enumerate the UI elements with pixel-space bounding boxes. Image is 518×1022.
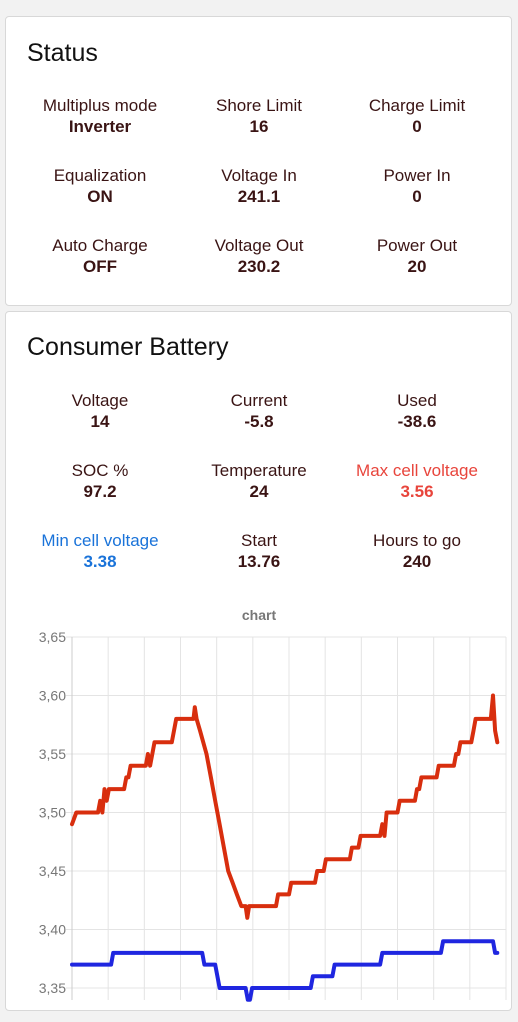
metric-value: 13.76 [237, 552, 281, 571]
metric-value: 16 [249, 117, 269, 136]
metric-value: 3.38 [83, 552, 117, 571]
y-tick-label: 3,55 [39, 746, 66, 762]
status-shore-limit: Shore Limit 16 [179, 96, 339, 138]
cell-voltage-chart: chart 3,65 3,60 3,55 3,50 3,45 3,40 3,35 [6, 602, 513, 1022]
status-multiplus-mode: Multiplus mode Inverter [20, 96, 180, 138]
battery-voltage: Voltage 14 [20, 391, 180, 433]
metric-value: 240 [402, 552, 432, 571]
metric-value: 97.2 [83, 482, 117, 501]
status-charge-limit: Charge Limit 0 [337, 96, 497, 138]
status-voltage-in: Voltage In 241.1 [179, 166, 339, 208]
status-equalization: Equalization ON [20, 166, 180, 208]
battery-used: Used -38.6 [337, 391, 497, 433]
status-card: Status Multiplus mode Inverter Shore Limi… [5, 16, 512, 306]
battery-start: Start 13.76 [179, 531, 339, 573]
metric-value: -5.8 [244, 412, 274, 431]
status-power-in: Power In 0 [337, 166, 497, 208]
y-tick-label: 3,35 [39, 980, 66, 996]
battery-card: Consumer Battery Voltage 14 Current -5.8 U… [5, 311, 512, 1011]
metric-label: Voltage [71, 391, 129, 410]
metric-label: Charge Limit [368, 96, 466, 115]
y-tick-label: 3,65 [39, 629, 66, 645]
battery-soc: SOC % 97.2 [20, 461, 180, 503]
max-cell-voltage-series [70, 693, 500, 920]
metric-label: Multiplus mode [42, 96, 158, 115]
metric-label: Auto Charge [52, 236, 148, 255]
metric-value: 0 [412, 187, 422, 206]
battery-min-cell-voltage: Min cell voltage 3.38 [20, 531, 180, 573]
y-tick-label: 3,60 [39, 688, 66, 704]
metric-label: Max cell voltage [356, 461, 478, 480]
metric-value: 3.56 [400, 482, 434, 501]
metric-label: SOC % [71, 461, 129, 480]
metric-label: Hours to go [373, 531, 461, 550]
y-tick-label: 3,40 [39, 922, 66, 938]
y-tick-label: 3,50 [39, 805, 66, 821]
chart-svg: chart 3,65 3,60 3,55 3,50 3,45 3,40 3,35 [39, 607, 507, 1002]
metric-value: -38.6 [397, 412, 437, 431]
status-voltage-out: Voltage Out 230.2 [179, 236, 339, 278]
metric-value: 24 [249, 482, 269, 501]
metric-value: ON [87, 187, 113, 206]
status-auto-charge: Auto Charge OFF [20, 236, 180, 278]
metric-value: OFF [83, 257, 117, 276]
metric-value: 230.2 [237, 257, 281, 276]
metric-label: Current [230, 391, 288, 410]
metric-value: 241.1 [237, 187, 281, 206]
metric-label: Equalization [53, 166, 147, 185]
metric-label: Temperature [211, 461, 307, 480]
battery-temperature: Temperature 24 [179, 461, 339, 503]
battery-title: Consumer Battery [27, 333, 229, 361]
metric-label: Used [397, 391, 437, 410]
metric-value: 0 [412, 117, 422, 136]
metric-value: 20 [407, 257, 427, 276]
metric-label: Power In [383, 166, 451, 185]
battery-max-cell-voltage: Max cell voltage 3.56 [337, 461, 497, 503]
status-title: Status [27, 39, 98, 67]
y-tick-label: 3,45 [39, 863, 66, 879]
min-cell-voltage-series [70, 939, 500, 1002]
metric-label: Voltage In [221, 166, 297, 185]
metric-label: Power Out [376, 236, 458, 255]
battery-current: Current -5.8 [179, 391, 339, 433]
metric-label: Min cell voltage [41, 531, 159, 550]
metric-value: 14 [90, 412, 110, 431]
metric-label: Shore Limit [216, 96, 302, 115]
battery-hours-to-go: Hours to go 240 [337, 531, 497, 573]
chart-title: chart [242, 607, 277, 623]
metric-label: Voltage Out [214, 236, 304, 255]
metric-label: Start [241, 531, 277, 550]
metric-value: Inverter [68, 117, 132, 136]
status-power-out: Power Out 20 [337, 236, 497, 278]
